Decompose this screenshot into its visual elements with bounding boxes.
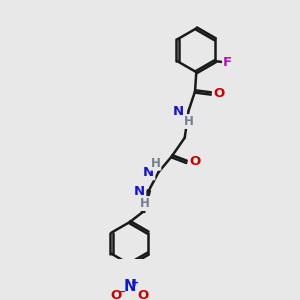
Text: H: H xyxy=(151,157,160,170)
Text: H: H xyxy=(184,115,194,128)
Text: +: + xyxy=(131,278,139,288)
Text: N: N xyxy=(143,166,154,179)
Text: N: N xyxy=(173,105,184,118)
Text: O: O xyxy=(137,290,149,300)
Text: N: N xyxy=(124,279,136,294)
Text: O: O xyxy=(213,87,224,100)
Text: F: F xyxy=(223,56,232,69)
Text: O: O xyxy=(111,290,122,300)
Text: N: N xyxy=(134,185,145,198)
Text: H: H xyxy=(140,197,150,210)
Text: O: O xyxy=(189,155,200,168)
Text: −: − xyxy=(117,287,127,297)
